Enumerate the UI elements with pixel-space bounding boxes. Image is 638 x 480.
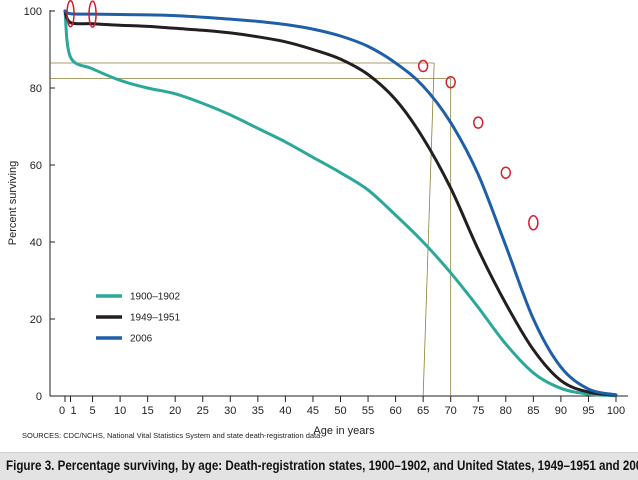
series-lines — [63, 9, 618, 398]
x-tick-label-90: 90 — [555, 405, 567, 417]
x-tick-label-10: 10 — [114, 405, 126, 417]
x-tick-label-40: 40 — [279, 405, 291, 417]
y-axis-title: Percent surviving — [7, 161, 19, 245]
marker-group — [66, 0, 539, 231]
y-tick-label-100: 100 — [24, 6, 42, 18]
figure-caption: Figure 3. Percentage surviving, by age: … — [6, 458, 638, 473]
reference-lines — [50, 62, 452, 397]
x-tick-label-35: 35 — [252, 405, 264, 417]
y-tick-label-20: 20 — [30, 314, 42, 326]
x-tick-label-55: 55 — [362, 405, 374, 417]
y-tick-label-80: 80 — [30, 83, 42, 95]
x-tick-label-85: 85 — [527, 405, 539, 417]
x-tick-label-100: 100 — [607, 405, 625, 417]
legend-label-1900–1902: 1900–1902 — [130, 292, 180, 303]
y-tick-label-60: 60 — [30, 160, 42, 172]
x-tick-label-25: 25 — [197, 405, 209, 417]
x-tick-label-0: 0 — [59, 405, 65, 417]
reference-line-vertical-1 — [422, 62, 435, 397]
x-tick-label-75: 75 — [472, 405, 484, 417]
y-tick-label-40: 40 — [30, 237, 42, 249]
x-tick-group: 0 1 5 10 15 20 25 30 35 40 45 50 55 60 65 70 75 80 85 90 95 1… — [59, 396, 625, 417]
x-tick-label-45: 45 — [307, 405, 319, 417]
marker-age-70 — [445, 75, 456, 89]
x-tick-label-65: 65 — [417, 405, 429, 417]
x-tick-label-70: 70 — [445, 405, 457, 417]
x-tick-label-5: 5 — [89, 405, 95, 417]
x-tick-label-80: 80 — [500, 405, 512, 417]
x-axis-title: Age in years — [313, 425, 375, 437]
marker-age-65 — [417, 59, 429, 73]
x-tick-label-30: 30 — [224, 405, 236, 417]
series-line-1900–1902 — [63, 9, 618, 398]
x-tick-label-15: 15 — [142, 405, 154, 417]
x-tick-label-1: 1 — [70, 405, 76, 417]
marker-age-75 — [473, 116, 484, 129]
legend-label-1949–1951: 1949–1951 — [130, 313, 180, 324]
series-line-2006 — [63, 9, 618, 397]
x-tick-label-50: 50 — [334, 405, 346, 417]
series-line-1949–1951 — [63, 9, 618, 397]
legend-label-2006: 2006 — [130, 334, 153, 345]
marker-age-5 — [88, 0, 97, 28]
y-tick-label-0: 0 — [36, 391, 42, 403]
marker-age-85 — [528, 215, 539, 231]
x-tick-label-95: 95 — [582, 405, 594, 417]
marker-age-1 — [66, 0, 75, 28]
marker-age-80 — [500, 166, 512, 179]
legend: 1900–1902 1949–1951 2006 — [96, 292, 180, 345]
y-tick-group: 0 20 40 60 80 100 — [24, 6, 55, 403]
caption-bar: Figure 3. Percentage surviving, by age: … — [0, 452, 638, 480]
x-tick-label-20: 20 — [169, 405, 181, 417]
source-note: SOURCES: CDC/NCHS, National Vital Statis… — [22, 431, 322, 440]
x-tick-label-60: 60 — [389, 405, 401, 417]
